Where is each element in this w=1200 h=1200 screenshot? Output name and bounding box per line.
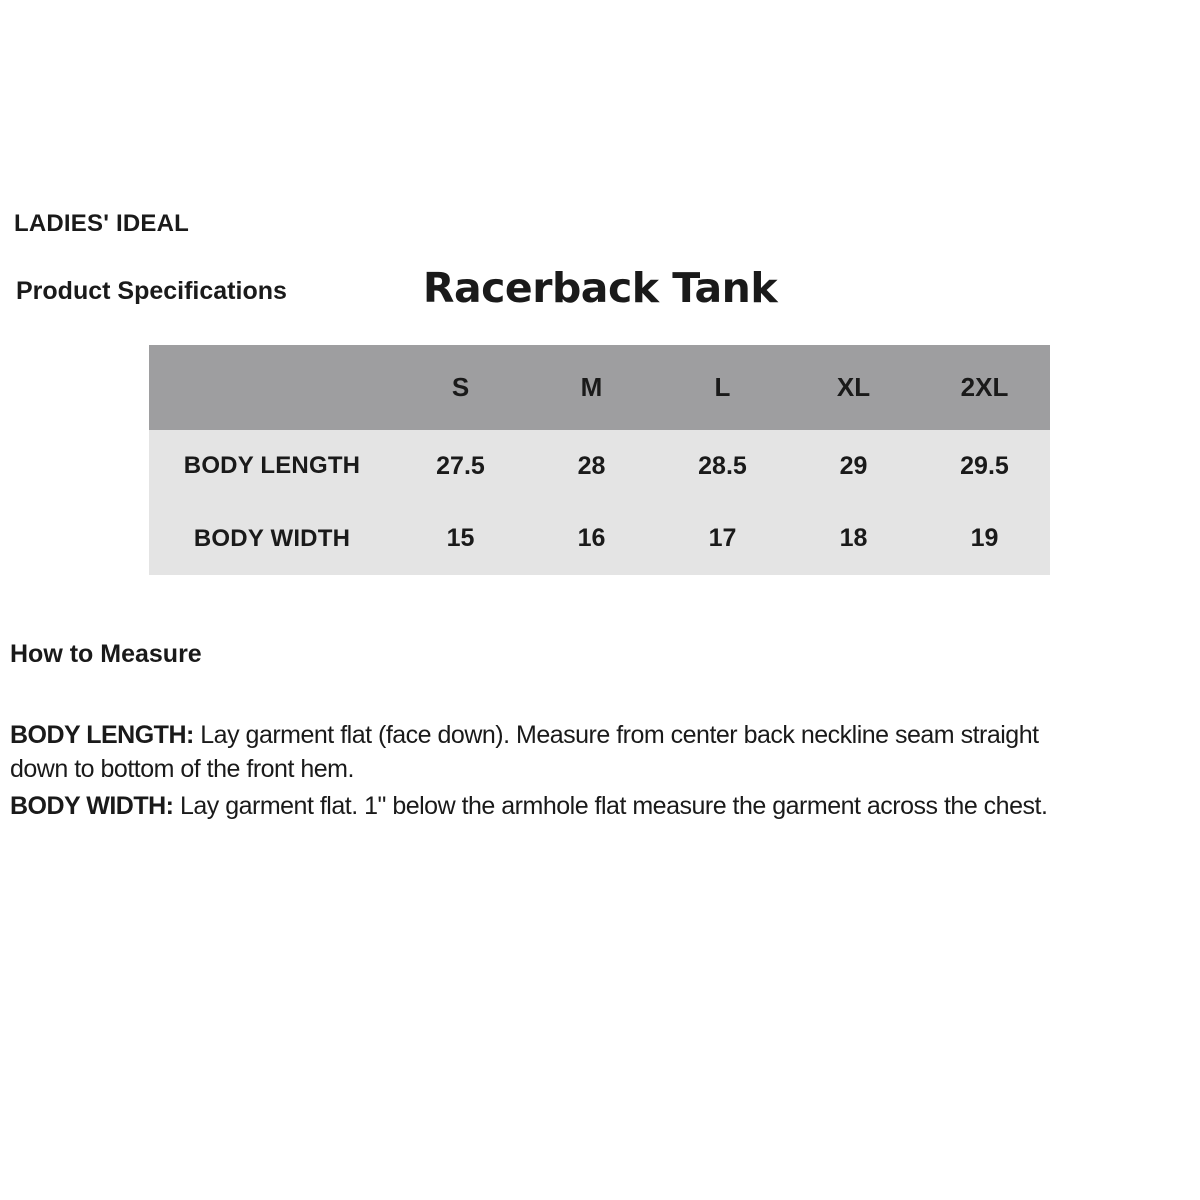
body-width-xl: 18 xyxy=(788,502,919,575)
body-width-instruction-label: BODY WIDTH: xyxy=(10,792,174,820)
product-title: Racerback Tank xyxy=(422,264,778,312)
size-header-2xl: 2XL xyxy=(919,345,1050,430)
size-header-l: L xyxy=(657,345,788,430)
size-chart-table: S M L XL 2XL BODY LENGTH 27.5 28 28.5 29… xyxy=(149,345,1050,575)
body-length-instruction: BODY LENGTH: Lay garment flat (face down… xyxy=(10,718,1200,786)
how-to-measure-heading: How to Measure xyxy=(10,640,202,668)
body-length-l: 28.5 xyxy=(657,430,788,502)
size-header-xl: XL xyxy=(788,345,919,430)
body-width-instruction-text: Lay garment flat. 1" below the armhole f… xyxy=(179,792,1048,820)
row-label-body-length: BODY LENGTH xyxy=(149,430,395,502)
size-header-m: M xyxy=(526,345,657,430)
body-width-2xl: 19 xyxy=(919,502,1050,575)
size-header-corner xyxy=(149,345,395,430)
body-length-instruction-label: BODY LENGTH: xyxy=(10,721,194,749)
body-length-instruction-text: Lay garment flat (face down). Measure fr… xyxy=(10,721,1039,783)
body-width-l: 17 xyxy=(657,502,788,575)
size-header-s: S xyxy=(395,345,526,430)
section-title: Product Specifications xyxy=(16,277,287,305)
body-length-s: 27.5 xyxy=(395,430,526,502)
brand-name: LADIES' IDEAL xyxy=(14,210,189,237)
body-width-s: 15 xyxy=(395,502,526,575)
body-length-2xl: 29.5 xyxy=(919,430,1050,502)
body-width-m: 16 xyxy=(526,502,657,575)
row-label-body-width: BODY WIDTH xyxy=(149,502,395,575)
body-width-instruction: BODY WIDTH: Lay garment flat. 1" below t… xyxy=(10,789,1200,823)
body-length-m: 28 xyxy=(526,430,657,502)
body-length-xl: 29 xyxy=(788,430,919,502)
